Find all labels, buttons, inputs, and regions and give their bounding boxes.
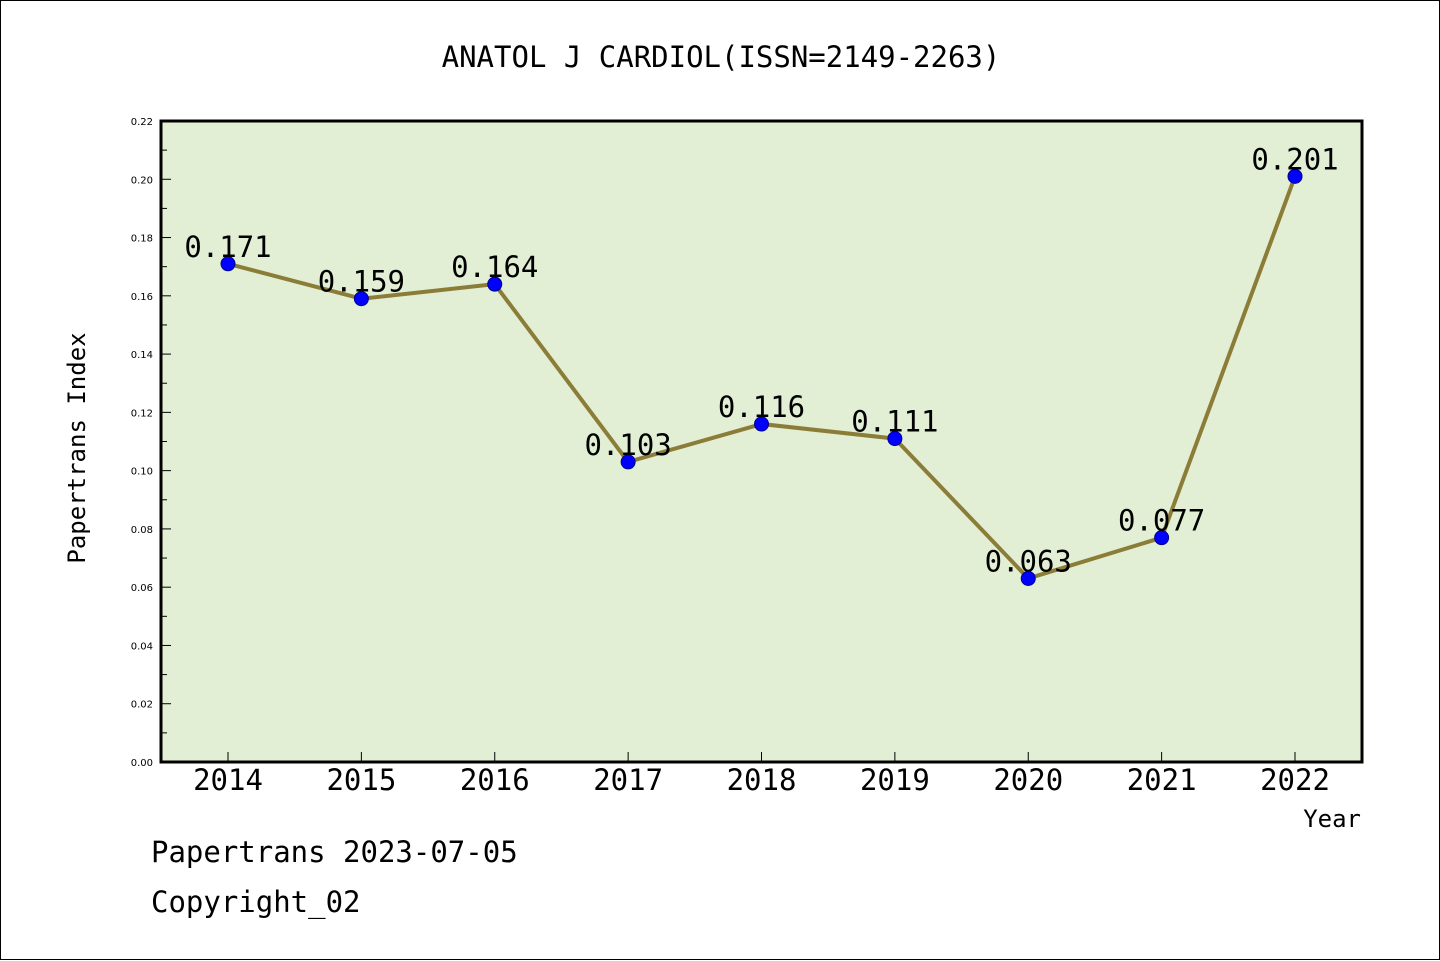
data-point-2020 (1020, 570, 1036, 586)
x-axis-ticks: 2014 2015 2016 2017 2018 2019 2020 2021 2022 (193, 752, 1330, 797)
plot-area (161, 121, 1362, 762)
chart-title: ANATOL J CARDIOL(ISSN=2149-2263) (442, 40, 1001, 74)
data-label-2021: 0.077 (1118, 504, 1205, 538)
data-point-2014 (220, 256, 236, 272)
y-tick-label: 0.16 (131, 292, 153, 303)
x-tick-label: 2019 (860, 763, 930, 797)
y-tick-label: 0.10 (131, 467, 153, 478)
y-tick-label: 0.12 (131, 408, 153, 419)
data-label-2020: 0.063 (985, 544, 1072, 578)
data-label-2018: 0.116 (718, 390, 805, 424)
data-label-2017: 0.103 (584, 428, 671, 462)
footer-source: Papertrans 2023-07-05 (151, 835, 518, 869)
x-tick-label: 2017 (593, 763, 663, 797)
series-layer: 0.171 0.159 0.164 0.103 0.116 0.111 0.063 0.077… (184, 142, 1339, 586)
x-tick-label: 2020 (993, 763, 1063, 797)
data-point-2015 (353, 291, 369, 307)
x-tick-label: 2015 (326, 763, 396, 797)
footer-copyright: Copyright_02 (151, 885, 361, 919)
data-label-2022: 0.201 (1251, 142, 1338, 176)
x-tick-label: 2021 (1127, 763, 1197, 797)
y-tick-label: 0.02 (131, 700, 153, 711)
data-point-2019 (887, 431, 903, 447)
y-tick-label: 0.22 (131, 117, 153, 128)
data-point-2021 (1154, 530, 1170, 546)
x-tick-label: 2022 (1260, 763, 1330, 797)
y-tick-label: 0.20 (131, 175, 153, 186)
x-tick-label: 2018 (727, 763, 797, 797)
data-label-2019: 0.111 (851, 405, 938, 439)
y-tick-label: 0.00 (131, 758, 153, 769)
y-tick-label: 0.14 (131, 350, 153, 361)
x-axis-label: Year (1303, 805, 1361, 833)
y-axis-label: Papertrans Index (63, 332, 91, 563)
x-tick-label: 2014 (193, 763, 263, 797)
y-tick-label: 0.08 (131, 525, 153, 536)
data-label-2015: 0.159 (318, 265, 405, 299)
data-label-2014: 0.171 (184, 230, 271, 264)
plot-border (159, 119, 1364, 764)
x-tick-label: 2016 (460, 763, 530, 797)
data-point-2022 (1287, 168, 1303, 184)
data-point-2018 (754, 416, 769, 432)
y-axis-ticks: 0.00 0.02 0.04 0.06 0.08 0.10 0.12 0.14 0.16 0.18… (131, 117, 171, 769)
y-tick-label: 0.18 (131, 234, 153, 245)
data-label-2016: 0.164 (451, 250, 538, 284)
y-tick-label: 0.06 (131, 583, 153, 594)
data-point-2016 (487, 276, 503, 292)
data-point-2017 (620, 454, 636, 470)
y-tick-label: 0.04 (131, 641, 153, 652)
